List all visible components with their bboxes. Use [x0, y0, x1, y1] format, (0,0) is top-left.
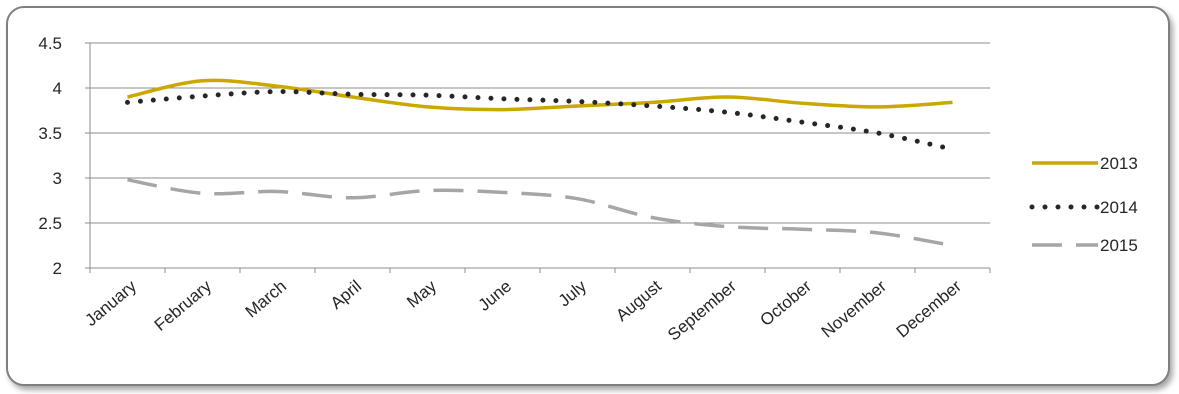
x-tick-label: September	[664, 276, 740, 344]
x-tick-label: August	[612, 276, 665, 325]
grid-lines	[90, 42, 990, 269]
x-tick-label: November	[818, 276, 891, 341]
legend-label: 2015	[1100, 236, 1138, 255]
x-tick-label: October	[757, 276, 816, 330]
y-tick-label: 3	[53, 169, 62, 188]
x-axis-ticks: January February March April May June July Augu…	[82, 276, 966, 344]
x-tick-label: June	[475, 277, 515, 315]
legend: 2013 2014 2015	[1029, 154, 1138, 255]
series-line-2013	[127, 78, 953, 112]
x-tick-label: May	[403, 276, 440, 312]
x-tick-label: March	[242, 277, 290, 322]
chart-frame	[6, 6, 1170, 386]
axes	[85, 42, 991, 273]
y-axis-ticks: 4.5 4 3.5 3 2.5 2	[38, 34, 62, 278]
y-tick-label: 4.5	[38, 34, 62, 53]
x-tick-label: July	[555, 276, 591, 310]
x-tick-label: April	[327, 277, 365, 313]
series-line-2014	[125, 89, 955, 152]
y-tick-label: 3.5	[38, 124, 62, 143]
series-line-2015	[127, 178, 953, 248]
legend-label: 2013	[1100, 154, 1138, 173]
legend-label: 2014	[1100, 198, 1138, 217]
y-tick-label: 2.5	[38, 214, 62, 233]
x-tick-label: January	[82, 276, 141, 330]
y-tick-label: 4	[53, 79, 62, 98]
x-tick-label: February	[151, 276, 216, 335]
x-tick-label: December	[893, 276, 966, 341]
series-lines	[125, 78, 955, 248]
y-tick-label: 2	[53, 259, 62, 278]
